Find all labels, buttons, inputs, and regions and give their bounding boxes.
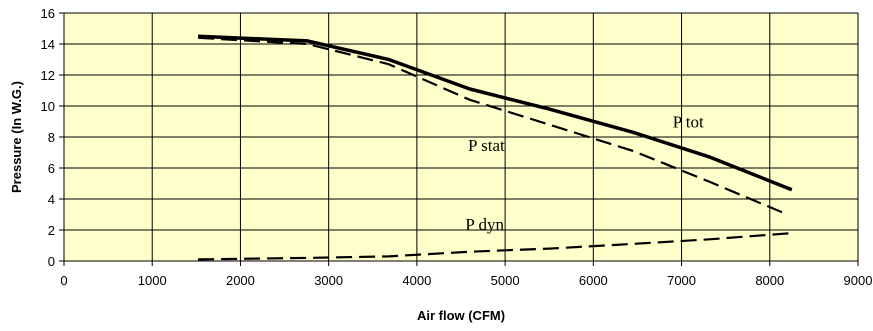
y-axis-title: Pressure (In W.G.) <box>9 81 24 193</box>
x-tick-label: 4000 <box>402 273 431 288</box>
x-tick-label: 8000 <box>755 273 784 288</box>
y-tick-label: 16 <box>41 6 55 21</box>
y-tick-label: 10 <box>41 99 55 114</box>
y-tick-label: 2 <box>48 223 55 238</box>
x-tick-label: 3000 <box>314 273 343 288</box>
x-axis-title: Air flow (CFM) <box>417 308 505 323</box>
x-tick-label: 0 <box>60 273 67 288</box>
y-tick-label: 12 <box>41 68 55 83</box>
y-tick-label: 4 <box>48 192 55 207</box>
x-tick-label: 9000 <box>844 273 873 288</box>
series-lines <box>198 34 793 261</box>
series-label-p-stat: P stat <box>468 136 505 155</box>
x-tick-label: 5000 <box>491 273 520 288</box>
series-line-p-tot <box>198 34 793 192</box>
x-tick-label: 2000 <box>226 273 255 288</box>
series-line-p-dyn <box>198 232 792 261</box>
y-axis-ticks: 0 2 4 6 8 10 12 14 16 <box>41 6 64 269</box>
series-line-p-stat <box>198 36 788 216</box>
x-tick-label: 7000 <box>667 273 696 288</box>
x-tick-label: 6000 <box>579 273 608 288</box>
series-label-p-dyn: P dyn <box>465 215 504 234</box>
y-tick-label: 14 <box>41 37 55 52</box>
y-tick-label: 6 <box>48 161 55 176</box>
series-labels: P tot P stat P dyn <box>465 113 704 234</box>
x-tick-label: 1000 <box>138 273 167 288</box>
x-axis-ticks: 0 1000 2000 3000 4000 5000 6000 7000 8000 9000 <box>60 261 872 288</box>
gridlines <box>63 12 859 262</box>
y-tick-label: 0 <box>48 254 55 269</box>
series-label-p-tot: P tot <box>673 113 704 132</box>
y-tick-label: 8 <box>48 130 55 145</box>
